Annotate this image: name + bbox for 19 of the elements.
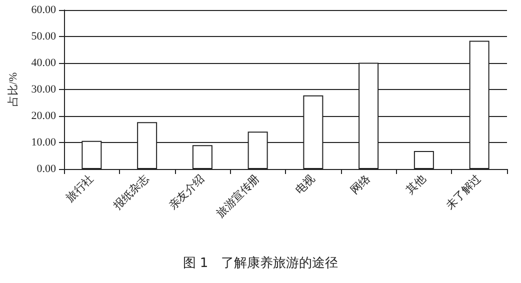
x-tick-label: 旅游宣传册 [214, 172, 262, 220]
y-tick-label: 10.00 [31, 136, 56, 148]
y-tick-label: 50.00 [31, 30, 56, 42]
bar [414, 150, 434, 169]
y-tick-label: 40.00 [31, 57, 56, 69]
x-tick-label: 其他 [403, 172, 428, 197]
x-tick-label: 电视 [292, 172, 318, 197]
y-tick-label: 30.00 [31, 84, 56, 96]
y-tick-label: 0.00 [36, 163, 56, 175]
bar [192, 145, 212, 169]
text: 图 1 了解康养旅游的途径 [182, 255, 338, 271]
x-tick-label: 未了解过 [443, 172, 484, 212]
y-tick-label: 60.00 [31, 4, 56, 16]
x-tick-label: 旅行社 [63, 172, 96, 205]
x-tick-label: 网络 [348, 172, 373, 197]
x-tick-label: 亲友介绍 [166, 172, 207, 212]
x-tick-label: 报纸杂志 [110, 172, 152, 214]
y-tick-label: 20.00 [31, 110, 56, 122]
y-axis-title: 占比/% [6, 72, 20, 107]
